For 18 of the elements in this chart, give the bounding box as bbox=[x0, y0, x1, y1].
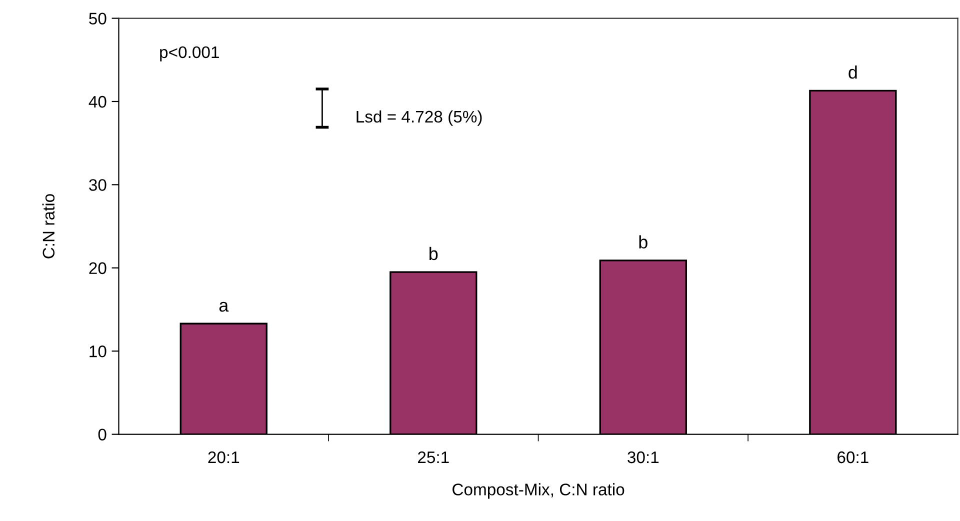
x-tick-label: 25:1 bbox=[418, 451, 449, 464]
annotation: Lsd = 4.728 (5%) bbox=[356, 110, 482, 126]
y-tick-label: 20 bbox=[89, 262, 106, 274]
y-axis-title: C:N ratio bbox=[42, 194, 55, 258]
data-label: b bbox=[430, 246, 438, 260]
data-label: a bbox=[219, 302, 229, 312]
data-label: b bbox=[639, 235, 648, 249]
y-tick-label: 40 bbox=[88, 96, 106, 108]
annotation: p<0.001 bbox=[160, 46, 219, 62]
y-tick-label: 10 bbox=[90, 346, 106, 358]
y-tick-label: 0 bbox=[98, 428, 106, 441]
x-axis-title: Compost-Mix, C:N ratio bbox=[452, 483, 624, 499]
x-tick-label: 30:1 bbox=[628, 451, 659, 464]
x-tick-label: 60:1 bbox=[838, 451, 868, 464]
y-tick-label: 30 bbox=[89, 179, 106, 191]
data-label: d bbox=[848, 66, 857, 79]
x-tick-label: 20:1 bbox=[208, 451, 240, 464]
y-tick-label: 50 bbox=[89, 12, 106, 24]
